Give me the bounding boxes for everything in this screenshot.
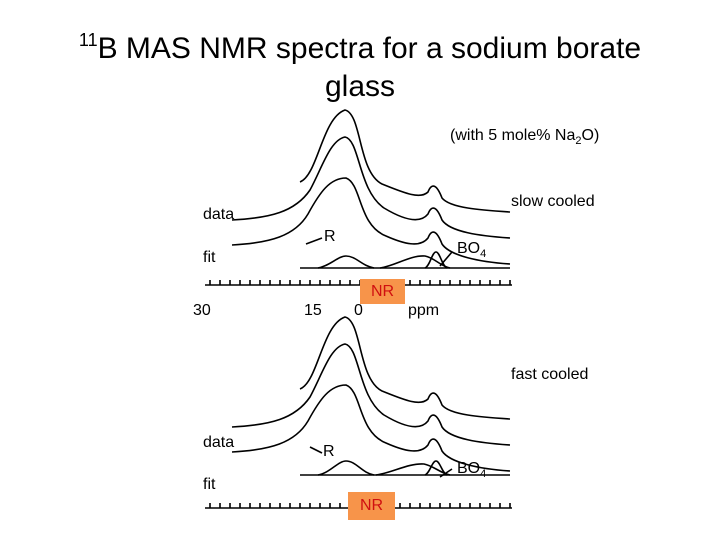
panel-title: slow cooled	[511, 193, 595, 210]
r-component	[317, 255, 375, 269]
data-curve	[231, 343, 511, 446]
panel-title: fast cooled	[511, 366, 589, 383]
nr-label: NR	[360, 279, 405, 304]
axis-label: 30	[193, 302, 211, 319]
note-text: O)	[581, 127, 600, 144]
bo4-label: BO4	[457, 460, 487, 480]
r-label: R	[323, 443, 335, 460]
data-label: data	[203, 206, 235, 223]
bo4-label: BO4	[457, 240, 487, 260]
nr-component	[375, 463, 451, 476]
slide-title: 11B MAS NMR spectra for a sodium borate …	[40, 30, 680, 106]
slow-cooled-spectra	[205, 109, 512, 286]
composition-note: (with 5 mole% Na2O)	[450, 127, 600, 147]
arrow	[309, 446, 323, 454]
bo4-component	[424, 251, 448, 269]
bo4-subscript: 4	[480, 248, 487, 260]
axis-label: 0	[354, 302, 363, 319]
fit-curve	[231, 384, 511, 472]
data-curve	[299, 316, 511, 420]
note-text: (with 5 mole% Na	[450, 127, 576, 144]
title-text: B MAS NMR spectra for a sodium borate gl…	[97, 32, 642, 103]
bo4-text: BO	[457, 240, 481, 257]
arrow	[439, 251, 453, 267]
fit-curve	[231, 177, 511, 265]
axis-unit: ppm	[408, 302, 440, 319]
data-label: data	[203, 434, 235, 451]
fast-cooled-spectra	[205, 316, 512, 509]
title-superscript: 11	[78, 30, 98, 50]
data-curve	[231, 136, 511, 239]
fit-label: fit	[203, 249, 216, 266]
bo4-subscript: 4	[480, 468, 487, 480]
nr-component	[379, 255, 451, 269]
axis-label: 15	[304, 302, 322, 319]
arrow	[305, 237, 323, 245]
bo4-component	[424, 460, 448, 476]
data-curve	[299, 109, 511, 213]
note-subscript: 2	[575, 135, 582, 147]
bo4-text: BO	[457, 460, 481, 477]
arrow	[439, 468, 453, 478]
fit-label: fit	[203, 476, 216, 493]
r-label: R	[324, 228, 336, 245]
nr-label: NR	[348, 492, 395, 520]
r-component	[317, 460, 375, 476]
